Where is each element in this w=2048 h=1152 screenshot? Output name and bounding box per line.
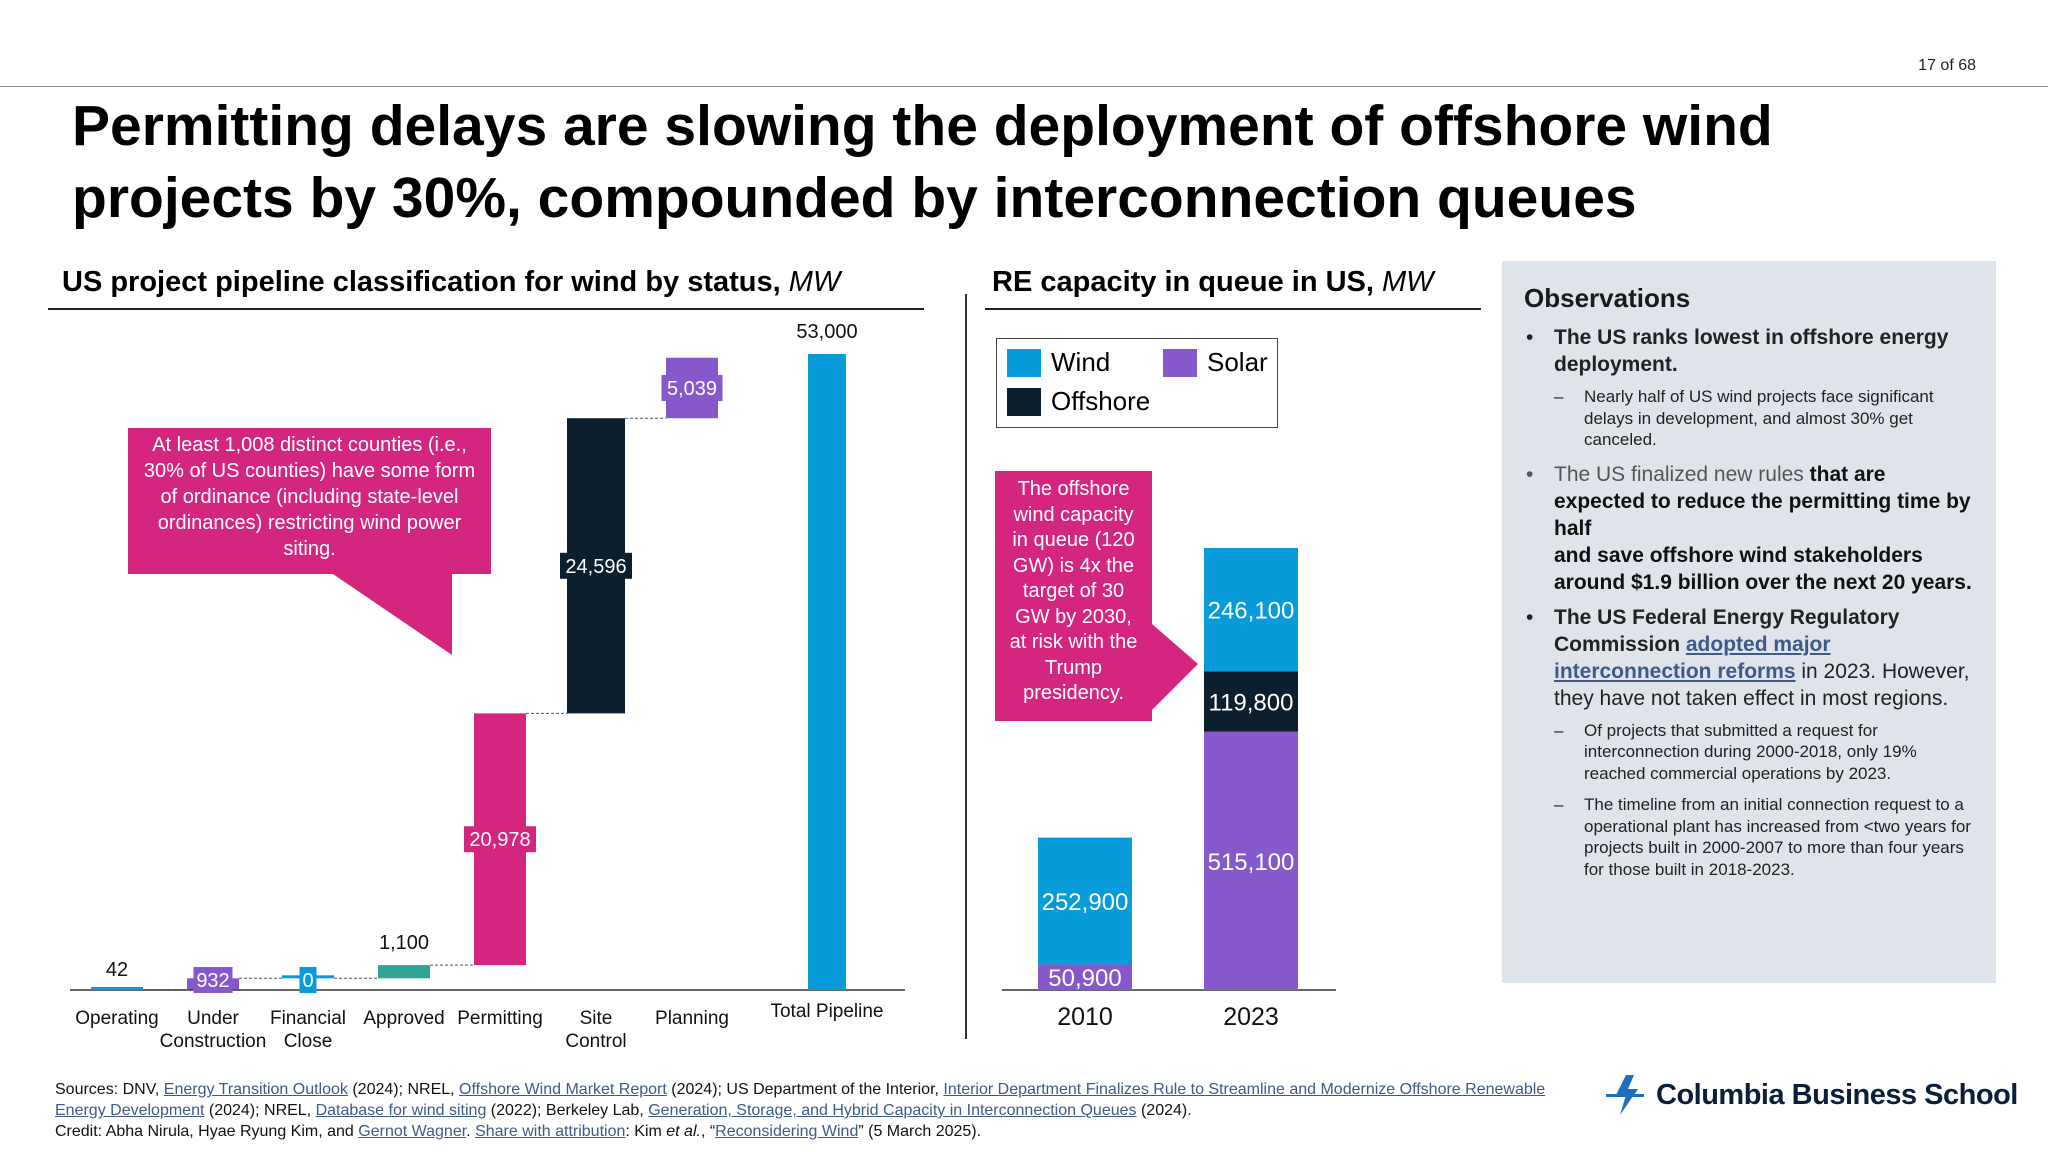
- stack-solar-2023: [1204, 731, 1298, 990]
- source-link-dnv[interactable]: Energy Transition Outlook: [163, 1081, 348, 1098]
- data-label: 5,039: [667, 378, 717, 400]
- page-number: 17 of 68: [1918, 57, 1976, 74]
- observation-3: The US Federal Energy Regulatory Commiss…: [1524, 604, 1974, 712]
- data-label-bg: [193, 967, 233, 993]
- category-label: Financial: [270, 1008, 346, 1029]
- stack-solar-2010: [1038, 964, 1132, 990]
- legend-item-solar: Solar: [1163, 347, 1268, 378]
- cbs-logo-text: Columbia Business School: [1656, 1078, 2018, 1111]
- observations-title: Observations: [1524, 283, 1691, 313]
- bar-operating: [91, 987, 143, 990]
- share-attribution-link[interactable]: Share with attribution: [475, 1123, 626, 1140]
- observation-2: The US finalized new rules that are expe…: [1524, 461, 1974, 596]
- observation-1: The US ranks lowest in offshore energy d…: [1524, 324, 1974, 378]
- data-label: 1,100: [379, 932, 429, 954]
- legend-item-wind: Wind: [1007, 347, 1110, 378]
- data-label: 50,900: [1048, 965, 1121, 992]
- ordinance-callout: At least 1,008 distinct counties (i.e., …: [128, 428, 491, 574]
- data-label: 119,800: [1209, 690, 1294, 717]
- data-label: 0: [302, 970, 313, 992]
- source-link-berkeley[interactable]: Generation, Storage, and Hybrid Capacity…: [648, 1102, 1137, 1119]
- category-label: Construction: [160, 1031, 267, 1052]
- category-label: Under: [187, 1008, 239, 1029]
- legend-swatch-wind: [1007, 348, 1041, 377]
- category-label: Approved: [363, 1008, 444, 1029]
- data-label: 252,900: [1042, 889, 1129, 916]
- legend-label-offshore: Offshore: [1051, 386, 1151, 416]
- category-label: Planning: [655, 1008, 729, 1029]
- offshore-callout: The offshore wind capacity in queue (120…: [995, 471, 1152, 721]
- category-label: Permitting: [457, 1008, 543, 1029]
- data-label: 53,000: [796, 321, 857, 343]
- observation-3-detail-1: Of projects that submitted a request for…: [1524, 720, 1974, 785]
- source-link-nrel-report[interactable]: Offshore Wind Market Report: [459, 1081, 667, 1098]
- data-label: 932: [196, 970, 229, 992]
- header-rule: [0, 86, 2048, 87]
- legend-item-offshore: Offshore: [1007, 386, 1150, 417]
- callout-tail: [1152, 624, 1198, 710]
- callout-tail: [330, 572, 452, 655]
- category-label: Control: [565, 1031, 626, 1052]
- data-label: 20,978: [469, 829, 530, 851]
- slide-title: Permitting delays are slowing the deploy…: [72, 94, 1773, 230]
- legend-label-solar: Solar: [1207, 347, 1268, 377]
- cbs-crown-icon: [1606, 1075, 1644, 1115]
- chart1-title-rule: [48, 308, 924, 310]
- chart2-legend: Wind Solar Offshore: [996, 338, 1278, 428]
- stack-wind-2010: [1038, 837, 1132, 965]
- data-label-bg: [299, 967, 317, 993]
- stack-wind-2023: [1204, 548, 1298, 672]
- category-label: Operating: [75, 1008, 158, 1029]
- source-link-nrel-siting[interactable]: Database for wind siting: [315, 1102, 487, 1119]
- source-link-interior[interactable]: Interior Department Finalizes Rule to St…: [55, 1081, 1546, 1119]
- sources-footnote: Sources: DNV, Energy Transition Outlook …: [55, 1081, 1546, 1140]
- data-label: 42: [106, 959, 128, 981]
- ferc-reforms-link[interactable]: adopted major interconnection reforms: [1554, 632, 1831, 683]
- category-label: Site: [580, 1008, 613, 1029]
- data-label: 515,100: [1208, 849, 1295, 876]
- observations-panel: Observations The US ranks lowest in offs…: [1502, 261, 1996, 983]
- observation-1-detail: Nearly half of US wind projects face sig…: [1524, 386, 1974, 451]
- legend-swatch-offshore: [1007, 387, 1041, 416]
- legend-swatch-solar: [1163, 348, 1197, 377]
- data-label-bg: [464, 826, 536, 853]
- data-label-bg: [560, 552, 632, 579]
- author-link-wagner[interactable]: Gernot Wagner: [358, 1123, 467, 1140]
- category-label: Total Pipeline: [770, 1001, 883, 1022]
- bar-approved: [378, 965, 430, 979]
- category-label: Close: [284, 1031, 333, 1052]
- data-label-bg: [661, 374, 723, 401]
- chart2-title-rule: [985, 308, 1481, 310]
- chart2-title: RE capacity in queue in US, MW: [992, 266, 1434, 298]
- data-label: 24,596: [565, 556, 626, 578]
- category-label: 2010: [1057, 1003, 1113, 1031]
- cbs-logo: Columbia Business School: [1604, 1073, 2018, 1117]
- stack-offshore-2023: [1204, 671, 1298, 732]
- category-label: 2023: [1223, 1003, 1279, 1031]
- reconsidering-wind-link[interactable]: Reconsidering Wind: [715, 1123, 859, 1140]
- legend-label-wind: Wind: [1051, 347, 1111, 377]
- chart1-title: US project pipeline classification for w…: [62, 266, 841, 298]
- data-label: 246,100: [1208, 598, 1295, 625]
- bar-total-pipeline: [808, 354, 846, 990]
- observation-3-detail-2: The timeline from an initial connection …: [1524, 794, 1974, 880]
- chart-divider: [965, 294, 967, 1039]
